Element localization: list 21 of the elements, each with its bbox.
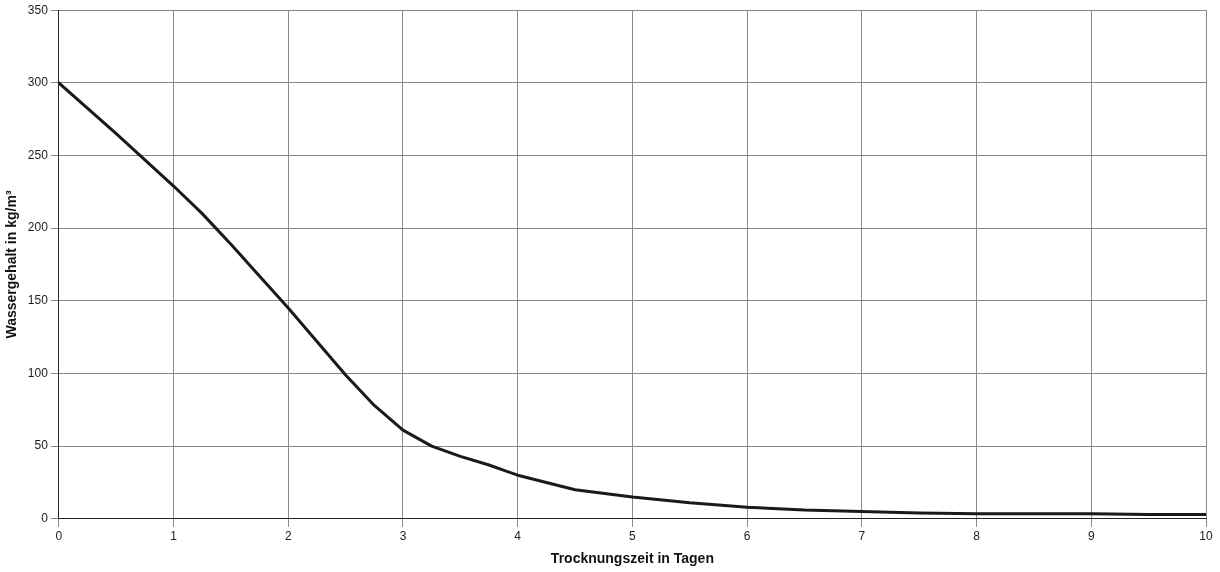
x-tick-label: 7 <box>858 529 866 544</box>
x-tick-label: 3 <box>399 529 407 544</box>
y-tick-label: 0 <box>41 511 49 526</box>
y-tick-label: 200 <box>27 220 49 235</box>
x-tick-label: 6 <box>743 529 751 544</box>
y-tick-label: 150 <box>27 293 49 308</box>
y-tick-label: 300 <box>27 75 49 90</box>
x-tick-label: 10 <box>1199 529 1213 544</box>
y-tick-label: 350 <box>27 2 49 17</box>
x-tick-label: 2 <box>284 529 292 544</box>
y-tick-label: 100 <box>27 365 49 380</box>
x-tick-label: 4 <box>514 529 522 544</box>
x-axis-title: Trocknungszeit in Tagen <box>550 550 714 567</box>
x-tick-label: 0 <box>55 529 63 544</box>
x-tick-label: 8 <box>973 529 981 544</box>
y-axis-title: Wassergehalt in kg/m³ <box>3 190 20 339</box>
x-tick-label: 9 <box>1087 529 1095 544</box>
y-tick-label: 50 <box>34 438 49 453</box>
x-tick-label: 1 <box>170 529 178 544</box>
x-tick-label: 5 <box>629 529 637 544</box>
y-tick-label: 250 <box>27 147 49 162</box>
